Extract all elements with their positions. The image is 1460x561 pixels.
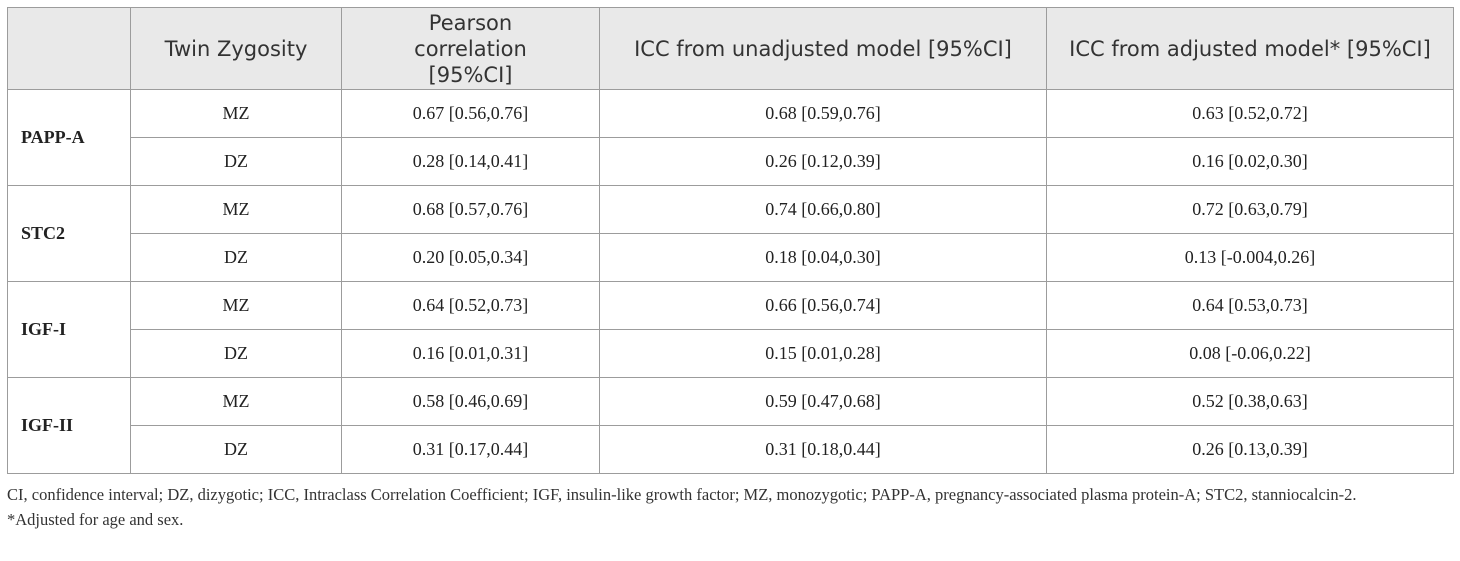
marker-cell: PAPP-A (7, 89, 131, 186)
pearson-cell: 0.31 [0.17,0.44] (341, 425, 600, 474)
header-zygosity: Twin Zygosity (130, 7, 342, 90)
pearson-cell: 0.68 [0.57,0.76] (341, 185, 600, 234)
marker-cell: IGF-I (7, 281, 131, 378)
pearson-cell: 0.16 [0.01,0.31] (341, 329, 600, 378)
zygosity-cell: MZ (130, 281, 342, 330)
icc-unadjusted-cell: 0.15 [0.01,0.28] (599, 329, 1047, 378)
icc-unadjusted-cell: 0.66 [0.56,0.74] (599, 281, 1047, 330)
adjusted-footnote: *Adjusted for age and sex. (7, 510, 184, 529)
table-row: DZ 0.20 [0.05,0.34] 0.18 [0.04,0.30] 0.1… (8, 233, 1454, 282)
pearson-cell: 0.64 [0.52,0.73] (341, 281, 600, 330)
table-header: Twin Zygosity Pearson correlation [95%CI… (7, 7, 1454, 90)
zygosity-cell: DZ (130, 329, 342, 378)
pearson-cell: 0.58 [0.46,0.69] (341, 377, 600, 426)
header-pearson: Pearson correlation [95%CI] (341, 7, 600, 90)
table-figure: Twin Zygosity Pearson correlation [95%CI… (7, 7, 1454, 532)
zygosity-cell: MZ (130, 89, 342, 138)
icc-adjusted-cell: 0.08 [-0.06,0.22] (1046, 329, 1454, 378)
icc-adjusted-cell: 0.63 [0.52,0.72] (1046, 89, 1454, 138)
zygosity-cell: MZ (130, 377, 342, 426)
icc-adjusted-cell: 0.13 [-0.004,0.26] (1046, 233, 1454, 282)
icc-adjusted-cell: 0.72 [0.63,0.79] (1046, 185, 1454, 234)
icc-unadjusted-cell: 0.26 [0.12,0.39] (599, 137, 1047, 186)
correlation-table: Twin Zygosity Pearson correlation [95%CI… (7, 7, 1454, 474)
table-footnotes: CI, confidence interval; DZ, dizygotic; … (7, 482, 1453, 532)
table-row: STC2 MZ 0.68 [0.57,0.76] 0.74 [0.66,0.80… (7, 185, 1454, 282)
header-row: Twin Zygosity Pearson correlation [95%CI… (7, 7, 1454, 90)
icc-unadjusted-cell: 0.18 [0.04,0.30] (599, 233, 1047, 282)
icc-unadjusted-cell: 0.68 [0.59,0.76] (599, 89, 1047, 138)
icc-adjusted-cell: 0.64 [0.53,0.73] (1046, 281, 1454, 330)
marker-cell: STC2 (7, 185, 131, 282)
icc-adjusted-cell: 0.16 [0.02,0.30] (1046, 137, 1454, 186)
table-row: DZ 0.31 [0.17,0.44] 0.31 [0.18,0.44] 0.2… (8, 425, 1454, 474)
pearson-cell: 0.20 [0.05,0.34] (341, 233, 600, 282)
pearson-cell: 0.28 [0.14,0.41] (341, 137, 600, 186)
pearson-cell: 0.67 [0.56,0.76] (341, 89, 600, 138)
header-marker (7, 7, 131, 90)
table-body: PAPP-A MZ 0.67 [0.56,0.76] 0.68 [0.59,0.… (7, 89, 1454, 474)
table-row: IGF-I MZ 0.64 [0.52,0.73] 0.66 [0.56,0.7… (7, 281, 1454, 378)
icc-unadjusted-cell: 0.59 [0.47,0.68] (599, 377, 1047, 426)
table-row: PAPP-A MZ 0.67 [0.56,0.76] 0.68 [0.59,0.… (7, 89, 1454, 186)
table-row: IGF-II MZ 0.58 [0.46,0.69] 0.59 [0.47,0.… (7, 377, 1454, 474)
table-row: DZ 0.16 [0.01,0.31] 0.15 [0.01,0.28] 0.0… (8, 329, 1454, 378)
icc-adjusted-cell: 0.26 [0.13,0.39] (1046, 425, 1454, 474)
header-icc-unadjusted: ICC from unadjusted model [95%CI] (599, 7, 1047, 90)
table-row: DZ 0.28 [0.14,0.41] 0.26 [0.12,0.39] 0.1… (8, 137, 1454, 186)
zygosity-cell: DZ (130, 425, 342, 474)
marker-cell: IGF-II (7, 377, 131, 474)
zygosity-cell: DZ (130, 137, 342, 186)
icc-adjusted-cell: 0.52 [0.38,0.63] (1046, 377, 1454, 426)
icc-unadjusted-cell: 0.74 [0.66,0.80] (599, 185, 1047, 234)
icc-unadjusted-cell: 0.31 [0.18,0.44] (599, 425, 1047, 474)
zygosity-cell: MZ (130, 185, 342, 234)
header-icc-adjusted: ICC from adjusted model* [95%CI] (1046, 7, 1454, 90)
abbreviations-footnote: CI, confidence interval; DZ, dizygotic; … (7, 485, 1357, 504)
zygosity-cell: DZ (130, 233, 342, 282)
